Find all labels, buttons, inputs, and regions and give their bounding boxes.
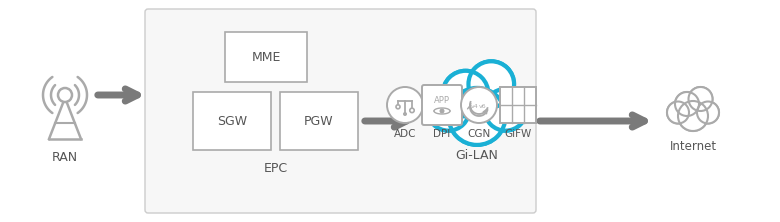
Circle shape [449,89,505,144]
Circle shape [697,102,718,123]
FancyBboxPatch shape [145,9,536,213]
Text: MME: MME [251,50,281,63]
Circle shape [469,61,514,107]
Circle shape [410,108,414,113]
Text: ADC: ADC [394,129,417,139]
Circle shape [427,89,470,131]
Circle shape [668,102,689,123]
Circle shape [675,92,699,116]
Circle shape [667,101,689,123]
Text: Gi-LAN: Gi-LAN [456,149,498,162]
Text: CGN: CGN [467,129,491,139]
Text: APP: APP [434,95,450,105]
Circle shape [396,105,400,109]
FancyBboxPatch shape [500,87,536,123]
Circle shape [679,101,707,131]
FancyBboxPatch shape [225,32,307,82]
Text: SGW: SGW [217,115,247,127]
Text: v6: v6 [479,103,487,109]
Circle shape [461,87,497,123]
Circle shape [485,89,526,130]
Text: GiFW: GiFW [505,129,532,139]
FancyBboxPatch shape [422,85,462,125]
Circle shape [403,112,407,116]
Circle shape [428,89,469,130]
Text: RAN: RAN [52,151,78,164]
Text: Internet: Internet [669,140,717,153]
Circle shape [444,71,488,116]
Circle shape [675,92,699,116]
Circle shape [443,71,488,116]
Text: PGW: PGW [304,115,334,127]
Text: v4: v4 [471,103,479,109]
Circle shape [469,62,513,106]
Circle shape [484,89,526,131]
FancyBboxPatch shape [193,92,271,150]
Circle shape [689,87,712,111]
Circle shape [439,109,445,113]
Circle shape [448,88,505,145]
Circle shape [689,87,712,111]
Circle shape [58,88,72,102]
Circle shape [678,101,708,131]
Text: EPC: EPC [264,162,288,175]
Circle shape [387,87,423,123]
FancyBboxPatch shape [280,92,358,150]
Circle shape [697,101,719,123]
Text: DPI: DPI [434,129,451,139]
